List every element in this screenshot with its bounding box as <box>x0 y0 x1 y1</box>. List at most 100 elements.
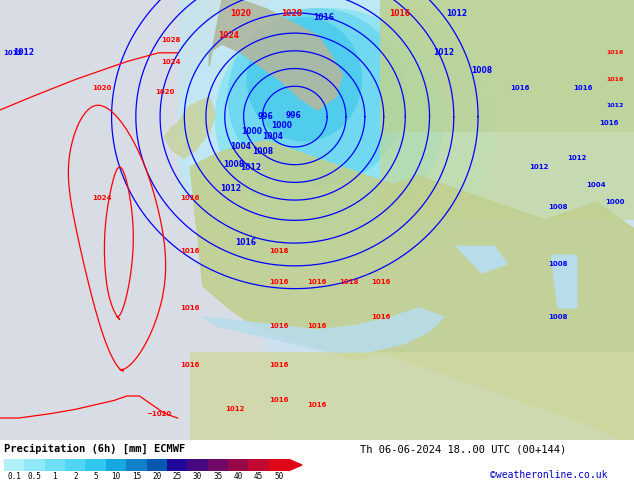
Text: 1012: 1012 <box>529 164 548 170</box>
Text: 1012: 1012 <box>225 406 244 412</box>
Bar <box>207 460 228 470</box>
Text: 1008: 1008 <box>471 66 493 75</box>
Text: 1000: 1000 <box>241 127 262 136</box>
Text: 1016: 1016 <box>599 120 618 126</box>
Text: 1012: 1012 <box>221 184 242 193</box>
Text: 1024: 1024 <box>162 59 181 65</box>
Text: 30: 30 <box>193 472 202 481</box>
Text: 1020: 1020 <box>155 89 174 96</box>
Polygon shape <box>289 460 302 470</box>
Bar <box>65 460 86 470</box>
Text: 5: 5 <box>93 472 98 481</box>
Polygon shape <box>552 255 577 308</box>
Bar <box>0 0 266 440</box>
Text: 1012: 1012 <box>433 49 455 57</box>
Text: ©weatheronline.co.uk: ©weatheronline.co.uk <box>490 470 607 480</box>
Text: 1018: 1018 <box>269 248 288 254</box>
Text: 1016: 1016 <box>181 248 200 254</box>
Text: 1016: 1016 <box>510 85 529 91</box>
Text: 1016: 1016 <box>606 50 624 55</box>
Text: 50: 50 <box>274 472 283 481</box>
Text: 1000: 1000 <box>605 199 624 205</box>
Text: 25: 25 <box>172 472 182 481</box>
Text: 1016: 1016 <box>307 322 327 329</box>
Text: Precipitation (6h) [mm] ECMWF: Precipitation (6h) [mm] ECMWF <box>4 444 185 454</box>
Polygon shape <box>247 18 361 141</box>
Text: ~1020: ~1020 <box>146 411 171 416</box>
Text: 996: 996 <box>258 112 274 121</box>
Text: 1028: 1028 <box>281 9 302 18</box>
Text: 1016: 1016 <box>606 77 624 82</box>
Text: 1016: 1016 <box>269 322 288 329</box>
Bar <box>190 352 634 440</box>
Text: 1012: 1012 <box>567 155 586 161</box>
Text: 1008: 1008 <box>252 147 274 156</box>
Bar <box>228 460 249 470</box>
Bar <box>106 460 126 470</box>
Text: 1012: 1012 <box>240 163 261 172</box>
Polygon shape <box>456 246 507 273</box>
Text: 1008: 1008 <box>223 160 244 170</box>
Polygon shape <box>209 0 342 110</box>
Bar <box>269 460 289 470</box>
Text: 1016: 1016 <box>313 13 334 22</box>
Text: 35: 35 <box>213 472 223 481</box>
Bar <box>187 460 207 470</box>
Text: 1016: 1016 <box>181 362 200 368</box>
Text: 2: 2 <box>73 472 77 481</box>
Text: 1004: 1004 <box>586 182 605 188</box>
Text: 1016: 1016 <box>269 397 288 403</box>
Text: 1016: 1016 <box>307 402 327 408</box>
Text: 1012: 1012 <box>13 49 34 57</box>
Text: 15: 15 <box>132 472 141 481</box>
Text: 1018: 1018 <box>339 279 358 285</box>
Bar <box>4 460 24 470</box>
Text: 1012: 1012 <box>3 50 22 56</box>
Polygon shape <box>178 0 495 273</box>
Bar <box>380 0 634 220</box>
Text: 1016: 1016 <box>389 9 410 18</box>
Text: 1016: 1016 <box>269 279 288 285</box>
Text: Th 06-06-2024 18..00 UTC (00+144): Th 06-06-2024 18..00 UTC (00+144) <box>360 444 566 454</box>
Polygon shape <box>203 308 444 352</box>
Text: 1000: 1000 <box>271 121 293 130</box>
Bar <box>24 460 45 470</box>
Text: 1016: 1016 <box>181 305 200 311</box>
Polygon shape <box>216 9 444 229</box>
Bar <box>126 460 146 470</box>
Bar <box>146 460 167 470</box>
Text: 20: 20 <box>152 472 161 481</box>
Text: 40: 40 <box>233 472 243 481</box>
Bar <box>178 0 317 198</box>
Text: 10: 10 <box>112 472 120 481</box>
Polygon shape <box>228 9 406 185</box>
Text: 1016: 1016 <box>371 314 390 320</box>
Polygon shape <box>190 141 634 440</box>
Bar <box>86 460 106 470</box>
Text: 1008: 1008 <box>548 204 567 210</box>
Bar <box>45 460 65 470</box>
Text: 996: 996 <box>286 111 301 120</box>
Text: 1008: 1008 <box>548 314 567 320</box>
Text: 1016: 1016 <box>235 238 256 247</box>
Text: 1012: 1012 <box>446 9 467 18</box>
Text: 1016: 1016 <box>307 279 327 285</box>
Text: 1008: 1008 <box>548 261 567 267</box>
Text: 1016: 1016 <box>181 195 200 201</box>
Text: 1016: 1016 <box>269 362 288 368</box>
Text: 1020: 1020 <box>92 85 111 91</box>
Text: 1: 1 <box>53 472 57 481</box>
Text: 1012: 1012 <box>606 103 624 108</box>
Text: 1020: 1020 <box>230 9 252 18</box>
Text: 1024: 1024 <box>92 195 111 201</box>
Bar <box>249 460 269 470</box>
Polygon shape <box>165 97 216 158</box>
Text: 1016: 1016 <box>371 279 390 285</box>
Bar <box>380 0 634 132</box>
Text: 1028: 1028 <box>162 37 181 43</box>
Text: 45: 45 <box>254 472 263 481</box>
Bar <box>167 460 187 470</box>
Text: 1024: 1024 <box>217 31 239 40</box>
Text: 1004: 1004 <box>230 142 250 151</box>
Text: 0.5: 0.5 <box>28 472 41 481</box>
